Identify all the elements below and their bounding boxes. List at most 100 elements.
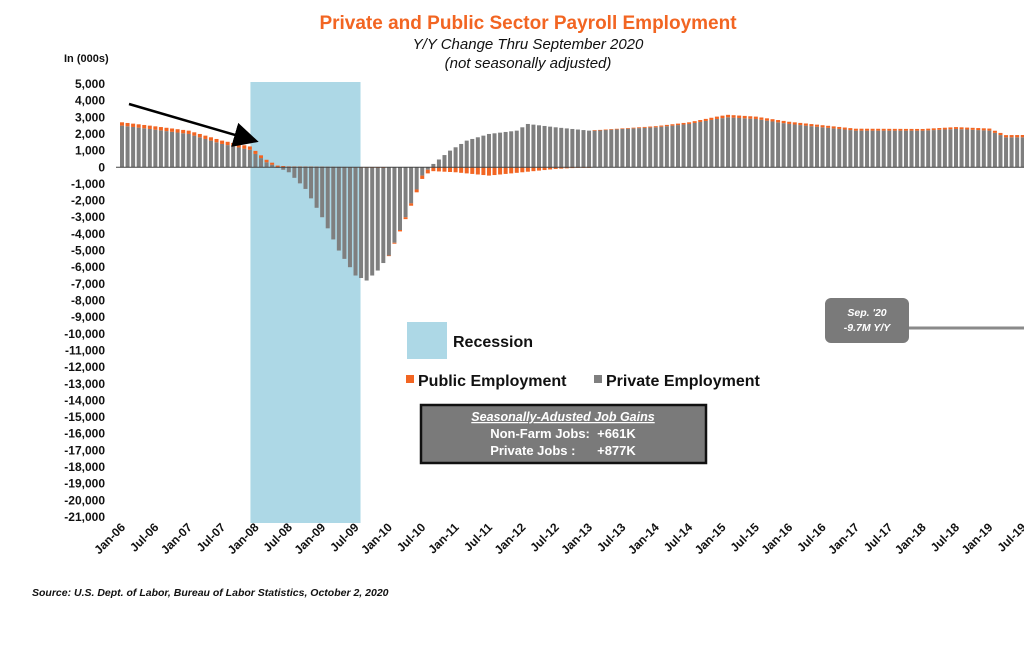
public-bar <box>898 128 903 131</box>
chart-subtitle-1: Y/Y Change Thru September 2020 <box>413 36 644 53</box>
private-bar <box>970 129 975 168</box>
y-tick-label: -2,000 <box>71 194 105 208</box>
private-bar <box>520 127 525 168</box>
private-bar <box>498 132 503 168</box>
job-gains-box: Seasonally-Adusted Job Gains Non-Farm Jo… <box>419 403 708 465</box>
private-bar <box>987 130 992 168</box>
public-bar <box>492 167 497 176</box>
private-bar <box>976 130 981 168</box>
private-bar <box>475 137 480 168</box>
x-tick-label: Jul-13 <box>594 520 629 555</box>
public-bar <box>865 128 870 131</box>
private-bar <box>442 155 447 168</box>
public-bar <box>142 124 147 129</box>
y-tick-label: -9,000 <box>71 310 105 324</box>
private-bar <box>347 167 352 268</box>
public-bar <box>831 126 836 129</box>
private-bar <box>698 121 703 168</box>
private-bar <box>664 126 669 168</box>
public-bar <box>120 122 124 126</box>
private-bar <box>436 159 441 168</box>
public-bar <box>448 167 453 172</box>
private-bar <box>742 118 747 168</box>
private-bar <box>120 125 124 168</box>
public-bar <box>481 167 486 176</box>
legend-private-swatch <box>594 375 602 383</box>
private-bar <box>503 131 508 168</box>
private-bar <box>776 122 781 168</box>
private-bar <box>887 130 892 168</box>
public-bar <box>147 125 152 129</box>
private-bar <box>197 137 202 168</box>
public-bar <box>275 165 280 168</box>
private-bar <box>898 130 903 168</box>
public-bar <box>192 132 197 136</box>
y-tick-label: -8,000 <box>71 294 105 308</box>
private-bar <box>270 164 275 168</box>
x-tick-label: Jan-14 <box>625 520 662 557</box>
public-bar <box>709 117 714 120</box>
private-bar <box>342 167 347 259</box>
public-bar <box>970 127 975 130</box>
private-bar <box>781 123 786 168</box>
public-bar <box>842 127 847 130</box>
x-tick-label: Jul-11 <box>461 520 495 554</box>
private-bar <box>375 167 380 271</box>
public-bar <box>653 126 658 128</box>
public-bar <box>175 129 180 133</box>
public-bar <box>737 115 742 118</box>
public-bar <box>698 120 703 122</box>
public-bar <box>798 122 803 126</box>
public-bar <box>431 167 436 172</box>
callout-line-1: Sep. '20 <box>847 307 886 319</box>
y-tick-label: -14,000 <box>64 393 105 407</box>
private-bar <box>286 167 291 173</box>
private-bar <box>203 138 208 168</box>
public-bar <box>1004 135 1009 138</box>
y-tick-label: -16,000 <box>64 427 105 441</box>
public-bar <box>1015 135 1020 138</box>
x-tick-label: Jan-17 <box>825 520 862 557</box>
public-bar <box>753 116 758 119</box>
public-bar <box>525 167 530 172</box>
public-bar <box>826 125 831 128</box>
private-bar <box>453 147 458 168</box>
private-bar <box>948 129 953 168</box>
public-bar <box>848 128 853 131</box>
chart-title: Private and Public Sector Payroll Employ… <box>319 13 737 34</box>
private-bar <box>459 143 464 168</box>
public-bar <box>942 127 947 130</box>
private-bar <box>186 133 191 168</box>
x-tick-label: Jan-16 <box>759 520 796 557</box>
x-tick-label: Jul-19 <box>994 520 1024 555</box>
private-bar <box>1020 137 1024 168</box>
private-bar <box>870 130 875 168</box>
private-bar <box>820 127 825 168</box>
private-bar <box>381 167 386 264</box>
job-gains-nonfarm: Non-Farm Jobs: +661K <box>490 426 636 441</box>
private-bar <box>709 119 714 168</box>
public-bar <box>242 145 247 149</box>
public-bar <box>498 167 503 175</box>
private-bar <box>803 125 808 168</box>
y-tick-label: 1,000 <box>75 144 105 158</box>
x-tick-label: Jan-13 <box>558 520 595 557</box>
public-bar <box>520 167 525 173</box>
private-bar <box>431 163 436 168</box>
public-bar <box>564 167 569 169</box>
job-gains-private: Private Jobs : +877K <box>490 443 636 458</box>
private-bar <box>542 125 547 168</box>
public-bar <box>409 203 414 206</box>
y-tick-label: -4,000 <box>71 227 105 241</box>
public-bar <box>920 128 925 131</box>
private-bar <box>726 117 731 168</box>
public-bar <box>531 167 536 172</box>
private-bar <box>659 126 664 168</box>
private-bar <box>320 167 325 218</box>
private-bar <box>876 130 881 168</box>
private-bar <box>481 135 486 168</box>
public-bar <box>203 135 208 139</box>
public-bar <box>197 133 202 138</box>
y-axis-ticks: 5,000 4,000 3,000 2,000 1,000 0 -1,000 -2,000 -3… <box>64 77 105 524</box>
private-bar <box>831 128 836 168</box>
